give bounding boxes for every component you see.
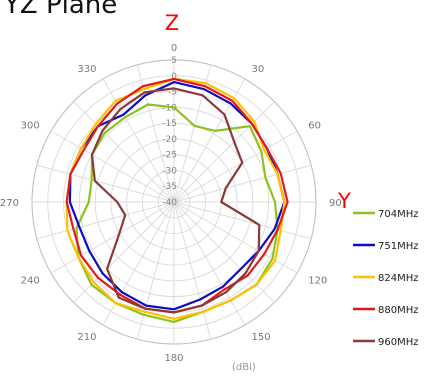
angle-tick-label: 210 [77, 332, 96, 343]
series-line-824mhz [65, 77, 286, 320]
angle-tick-label: 150 [252, 332, 271, 343]
angle-tick-label: 270 [0, 198, 19, 209]
radial-tick-label: -20 [162, 135, 177, 145]
angle-tick-label: 330 [77, 64, 96, 75]
legend: 704MHz 751MHz 824MHz 880MHz 960MHz [353, 209, 418, 348]
angle-tick-label: 180 [164, 353, 183, 364]
unit-label: (dBi) [232, 362, 256, 373]
radial-tick-label: -30 [162, 166, 177, 176]
polar-grid [31, 59, 317, 345]
grid-spoke [173, 201, 246, 326]
legend-label: 704MHz [378, 209, 418, 220]
radial-tick-label: -15 [162, 119, 177, 129]
angle-tick-label: 240 [21, 276, 40, 287]
grid-spoke [173, 201, 212, 340]
grid-spoke [173, 201, 312, 240]
angle-tick-label: 0 [171, 43, 177, 54]
grid-spoke [173, 101, 275, 203]
grid-spoke [36, 164, 175, 203]
grid-spoke [173, 64, 212, 203]
grid-spoke [173, 164, 312, 203]
legend-label: 751MHz [378, 241, 418, 252]
angle-tick-label: 30 [252, 64, 265, 75]
radial-tick-label: 0 [171, 72, 177, 82]
radial-tick-label: -5 [168, 88, 177, 98]
grid-spoke [73, 101, 175, 203]
radial-tick-label: -35 [162, 182, 177, 192]
series-layer [65, 77, 289, 323]
series-line-960mhz [90, 87, 261, 314]
grid-spoke [102, 201, 175, 326]
grid-spoke [173, 201, 298, 274]
angle-tick-label: 300 [21, 121, 40, 132]
grid-spoke [173, 78, 246, 203]
grid-spoke [73, 201, 175, 303]
radial-tick-label: -10 [162, 103, 177, 113]
angle-tick-label: 120 [308, 276, 327, 287]
legend-label: 824MHz [378, 273, 418, 284]
chart-title: YZ Plane [4, 0, 118, 20]
grid-spoke [173, 130, 298, 203]
grid-spoke [50, 130, 175, 203]
angle-tick-label: 90 [329, 198, 342, 209]
angle-tick-labels: 0 30 60 90 120 150 180 210 240 270 300 330 [0, 43, 342, 364]
radial-tick-labels: 5 0 -5 -10 -15 -20 -25 -30 -35 -40 [162, 56, 177, 208]
axis-label-z: Z [165, 11, 179, 35]
legend-label: 960MHz [378, 337, 418, 348]
grid-spoke [173, 201, 275, 303]
grid-spoke [50, 201, 175, 274]
radial-tick-label: -40 [162, 198, 177, 208]
legend-label: 880MHz [378, 305, 418, 316]
radial-tick-label: 5 [171, 56, 177, 66]
radial-tick-label: -25 [162, 151, 177, 161]
grid-spoke [136, 64, 175, 203]
grid-spoke [102, 78, 175, 203]
grid-spoke [36, 201, 175, 240]
grid-spoke [136, 201, 175, 340]
axis-label-y: Y [337, 189, 351, 213]
angle-tick-label: 60 [308, 121, 321, 132]
